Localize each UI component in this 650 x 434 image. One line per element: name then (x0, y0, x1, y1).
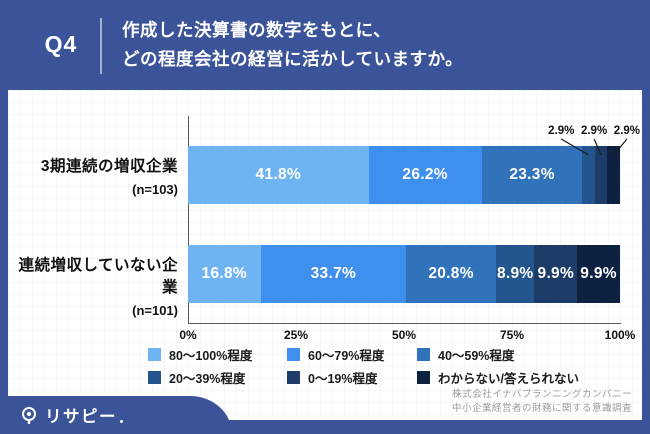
segment-value-label: 26.2% (402, 166, 448, 183)
bar-segment (582, 146, 595, 204)
category-name: 3期連続の増収企業 (40, 158, 178, 175)
credit-line-2: 中小企業経営者の財務に関する意識調査 (451, 403, 632, 414)
x-axis-tick: 100% (604, 328, 636, 342)
bar-segment: 9.9% (534, 245, 578, 303)
segment-value-label: 9.9% (580, 265, 617, 282)
bar-segment: 26.2% (368, 146, 482, 204)
legend-swatch (287, 348, 300, 361)
segment-value-label: 41.8% (255, 166, 301, 183)
legend-item: 80〜100%程度 (148, 345, 287, 364)
bar-segment (594, 146, 608, 204)
legend-item: 60〜79%程度 (287, 345, 417, 364)
legend-swatch (148, 371, 161, 384)
bar-segment: 16.8% (188, 245, 261, 303)
header: Q4 作成した決算書の数字をもとに、 どの程度会社の経営に活かしていますか。 (0, 0, 650, 90)
callout-value-label: 2.9% (580, 125, 608, 137)
legend-label: わからない/答えられない (438, 372, 579, 386)
category-label: 連続増収していない企業 (n=101) (8, 253, 178, 318)
title-line-2: どの程度会社の経営に活かしていますか。 (122, 49, 464, 69)
segment-value-label: 20.8% (428, 265, 474, 282)
bar-segment: 23.3% (481, 146, 583, 204)
legend-swatch (287, 371, 300, 384)
legend-label: 0〜19%程度 (308, 372, 378, 386)
y-axis-line (188, 116, 189, 323)
callout-value-label: 2.9% (613, 125, 641, 137)
question-number: Q4 (44, 31, 78, 57)
source-credits: 株式会社イナバプランニングカンパニー 中小企業経営者の財務に関する意識調査 (452, 388, 632, 416)
legend-item: わからない/答えられない (417, 368, 579, 387)
title-line-1: 作成した決算書の数字をもとに、 (122, 20, 392, 40)
legend-item: 20〜39%程度 (148, 368, 287, 387)
x-axis-line (188, 323, 621, 324)
legend-swatch (148, 348, 161, 361)
pin-icon (22, 406, 36, 424)
legend-label: 80〜100%程度 (169, 349, 253, 363)
bar-segment: 8.9% (495, 245, 535, 303)
header-divider (100, 18, 102, 74)
page-title: 作成した決算書の数字をもとに、 どの程度会社の経営に活かしていますか。 (122, 16, 463, 74)
logo-badge: リサピー (0, 396, 232, 434)
legend: 80〜100%程度 60〜79%程度 40〜59%程度 20〜39%程度 0〜19%程度… (148, 345, 579, 387)
legend-label: 60〜79%程度 (308, 349, 385, 363)
x-axis-tick: 0% (179, 328, 197, 342)
trademark-dot (120, 420, 123, 423)
bar-row: 16.8% 33.7% 20.8% 8.9% 9.9% 9.9% (188, 245, 620, 303)
bar-row: 41.8% 26.2% 23.3% (188, 146, 620, 204)
bar-segment: 9.9% (577, 245, 620, 303)
logo-text: リサピー (45, 408, 117, 426)
category-label: 3期連続の増収企業 (n=103) (8, 154, 178, 197)
callout-value-label: 2.9% (548, 125, 575, 137)
segment-value-label: 8.9% (496, 265, 534, 282)
segment-value-label: 16.8% (201, 265, 247, 282)
segment-value-label: 9.9% (537, 265, 575, 282)
legend-item: 0〜19%程度 (287, 368, 417, 387)
bar-segment (607, 146, 620, 204)
legend-swatch (417, 371, 430, 384)
category-n-count: (n=101) (132, 303, 178, 318)
segment-value-label: 33.7% (310, 265, 357, 282)
bar-segment: 20.8% (406, 245, 496, 303)
legend-item: 40〜59%程度 (417, 345, 579, 364)
category-n-count: (n=103) (132, 182, 178, 197)
category-name: 連続増収していない企業 (18, 257, 178, 296)
x-axis-tick: 25% (283, 328, 309, 342)
segment-value-label: 23.3% (509, 166, 555, 183)
bar-segment: 41.8% (188, 146, 369, 204)
bar-segment: 33.7% (260, 245, 407, 303)
credit-line-1: 株式会社イナバプランニングカンパニー (452, 389, 632, 400)
legend-label: 20〜39%程度 (169, 372, 246, 386)
legend-label: 40〜59%程度 (438, 349, 515, 363)
chart-panel: 80〜100%程度 60〜79%程度 40〜59%程度 20〜39%程度 0〜19%程度… (8, 90, 642, 420)
legend-swatch (417, 348, 430, 361)
x-axis-tick: 75% (499, 328, 525, 342)
x-axis-tick: 50% (391, 328, 417, 342)
